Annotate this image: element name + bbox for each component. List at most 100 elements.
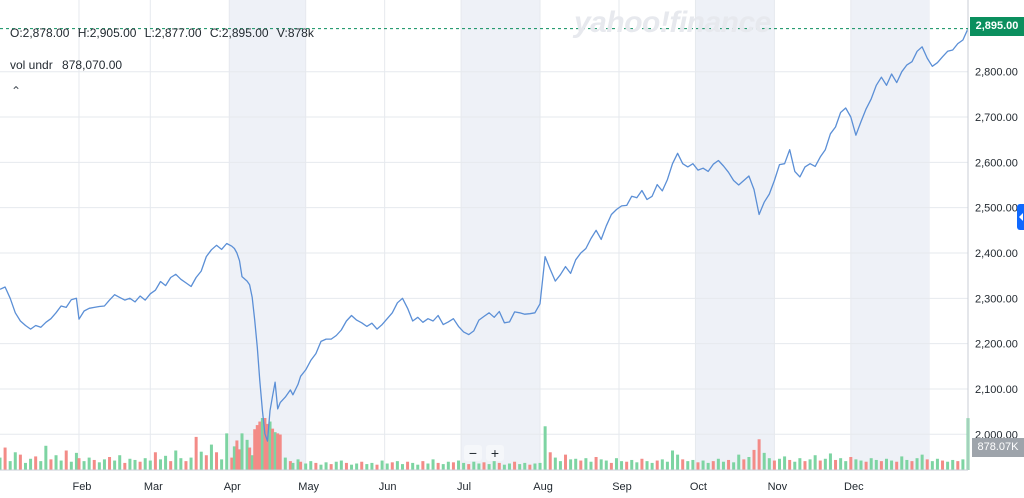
- zoom-out-button[interactable]: −: [464, 445, 482, 461]
- volume-bar: [772, 460, 776, 470]
- month-shade-band: [695, 0, 775, 470]
- volume-bar: [472, 461, 476, 470]
- volume-bar: [148, 460, 152, 470]
- volume-bar: [426, 463, 430, 470]
- volume-bar: [278, 434, 282, 470]
- volume-bar: [265, 423, 269, 470]
- volume-bar: [762, 452, 766, 470]
- volume-bar: [844, 461, 848, 470]
- volume-bar: [209, 444, 213, 470]
- volume-bar: [569, 459, 573, 470]
- chevron-left-icon[interactable]: [1017, 204, 1024, 230]
- volume-bar: [874, 459, 878, 470]
- volume-bar: [650, 462, 654, 470]
- volume-bar: [783, 456, 787, 470]
- y-tick-label: 2,200.00: [975, 339, 1018, 351]
- volume-bar: [823, 458, 827, 470]
- volume-bar: [304, 463, 308, 470]
- volume-bar: [29, 458, 33, 470]
- volume-bar: [640, 458, 644, 470]
- y-tick-label: 2,300.00: [975, 293, 1018, 305]
- volume-bar: [457, 460, 461, 470]
- volume-bar: [431, 459, 435, 470]
- volume-bar: [235, 440, 239, 470]
- volume-bar: [143, 458, 147, 470]
- volume-bar: [752, 449, 756, 470]
- volume-bar: [360, 461, 364, 470]
- volume-bar: [808, 459, 812, 470]
- volume-bar: [701, 460, 705, 470]
- close-value: C:2,895.00: [209, 26, 269, 40]
- volume-bar: [138, 461, 142, 470]
- volume-bar: [237, 449, 241, 470]
- volume-bar: [184, 461, 188, 470]
- volume-bar: [194, 436, 198, 470]
- volume-bar: [798, 458, 802, 470]
- volume-bar: [727, 459, 731, 470]
- volume-bar: [492, 461, 496, 470]
- x-tick-label: May: [298, 481, 319, 493]
- price-line: [0, 28, 969, 442]
- volume-bar: [406, 461, 410, 470]
- volume-bar: [260, 418, 264, 470]
- y-tick-label: 2,100.00: [975, 384, 1018, 396]
- volume-bar: [543, 426, 547, 470]
- volume-bar: [584, 458, 588, 470]
- volume-bar: [113, 460, 117, 470]
- chevron-up-icon[interactable]: ⌃: [10, 84, 22, 98]
- volume-bar: [69, 461, 73, 470]
- volume-bar: [263, 418, 267, 470]
- volume-bar: [599, 459, 603, 470]
- high-value: H:2,905.00: [77, 26, 137, 40]
- y-tick-label: 2,700.00: [975, 112, 1018, 124]
- x-tick-label: Mar: [144, 481, 163, 493]
- volume-bar: [97, 462, 101, 470]
- volume-bar: [589, 461, 593, 470]
- y-tick-label: 2,500.00: [975, 203, 1018, 215]
- volume-bar: [39, 461, 43, 470]
- volume-bar: [44, 445, 48, 470]
- volume-bar: [497, 462, 501, 470]
- volume-bar: [309, 461, 313, 470]
- volume-bar: [350, 464, 354, 470]
- volume-bar: [118, 455, 122, 470]
- volume-bar: [716, 458, 720, 470]
- volume-bar: [818, 460, 822, 470]
- volume-bar: [189, 457, 193, 470]
- ohlc-readout: O:2,878.00 H:2,905.00 L:2,877.00 C:2,895…: [10, 26, 319, 40]
- volume-bar: [49, 459, 53, 470]
- volume-bar: [87, 457, 91, 470]
- volume-bar: [854, 459, 858, 470]
- volume-bar: [179, 458, 183, 470]
- volume-bar: [574, 458, 578, 470]
- volume-bar: [777, 458, 781, 470]
- volume-bar: [879, 461, 883, 470]
- x-tick-label: Jun: [379, 481, 397, 493]
- volume-bar: [477, 463, 481, 470]
- volume-bar: [268, 421, 272, 470]
- zoom-in-button[interactable]: +: [486, 445, 504, 461]
- volume-bar: [757, 439, 761, 470]
- x-axis-ticks: Feb Mar Apr May Jun Jul Aug Sep Oct Nov Dec: [72, 481, 864, 493]
- y-tick-label: 2,400.00: [975, 248, 1018, 260]
- volume-bar: [839, 458, 843, 470]
- last-price-badge: 2,895.00: [970, 17, 1024, 36]
- volume-bar: [18, 454, 22, 470]
- volume-bar: [645, 461, 649, 470]
- volume-bar: [133, 459, 137, 470]
- volume-bar: [737, 454, 741, 470]
- volume-bar: [553, 457, 557, 470]
- volume-bar: [339, 460, 343, 470]
- low-value: L:2,877.00: [144, 26, 202, 40]
- volume-bar: [108, 457, 112, 470]
- volume-bar: [961, 459, 965, 470]
- volume-bar: [82, 461, 86, 470]
- volume-bar: [355, 463, 359, 470]
- volume-bar: [255, 425, 259, 470]
- volume-bar: [834, 459, 838, 470]
- x-tick-label: Sep: [612, 481, 632, 493]
- open-value: O:2,878.00: [10, 26, 70, 40]
- month-shade-band: [229, 0, 306, 470]
- volume-bar: [314, 462, 318, 470]
